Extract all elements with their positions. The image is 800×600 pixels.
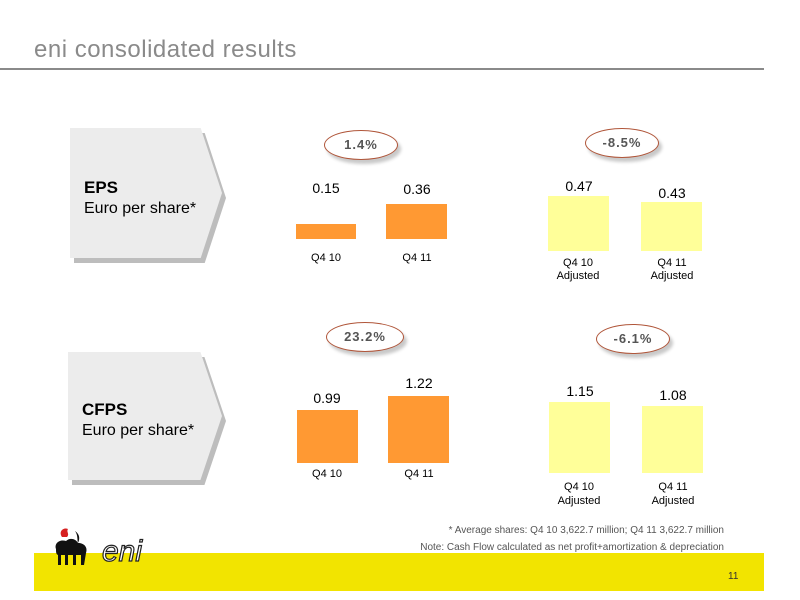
cfps-adj-q410-value: 1.15	[566, 383, 594, 399]
cfps-adj-q410-sub: Adjusted	[557, 495, 601, 507]
eps-adj-q411-sub: Adjusted	[650, 270, 694, 282]
eps-unit: Euro per share*	[84, 200, 197, 217]
cfps-adj-q410-bar	[549, 402, 610, 473]
cfps-q410-bar	[297, 410, 358, 463]
cfps-adj-q411-value: 1.08	[659, 387, 687, 403]
eps-adj-q410-label: Q4 10	[563, 257, 593, 269]
eps-adj-q411-bar	[641, 202, 702, 251]
eps-adj-q410-bar	[548, 196, 609, 251]
footnote-average-shares: * Average shares: Q4 10 3,622.7 million;…	[448, 525, 724, 536]
eps-q410-bar	[296, 224, 356, 239]
cfps-adj-q411-sub: Adjusted	[651, 495, 695, 507]
cfps-reported-change: 23.2%	[326, 322, 404, 352]
brand-wordmark: eni	[102, 535, 143, 568]
eps-adjusted-change: -8.5%	[585, 128, 659, 158]
eps-q411-label: Q4 11	[402, 252, 432, 264]
cfps-adj-q411-bar	[642, 406, 703, 473]
page-number: 11	[728, 571, 739, 582]
eps-label-arrow: EPS Euro per share*	[70, 128, 226, 263]
title-rule	[0, 68, 764, 70]
eps-adj-q410-value: 0.47	[565, 178, 593, 194]
cfps-adjusted-change: -6.1%	[596, 324, 670, 354]
eps-label: EPS	[84, 178, 119, 197]
eps-q410-value: 0.15	[312, 180, 340, 196]
eps-adj-q411-label: Q4 11	[657, 257, 687, 269]
cfps-q411-value: 1.22	[405, 375, 433, 391]
eps-adj-q411-value: 0.43	[658, 185, 686, 201]
eps-reported-change: 1.4%	[324, 130, 398, 160]
eps-q411-value: 0.36	[403, 181, 431, 197]
cfps-label: CFPS	[82, 400, 128, 419]
cfps-q410-label: Q4 10	[312, 468, 342, 480]
cfps-label-arrow: CFPS Euro per share*	[68, 352, 226, 485]
cfps-q411-label: Q4 11	[404, 468, 434, 480]
six-legged-dog-icon: eni	[55, 528, 144, 569]
eps-q410-label: Q4 10	[311, 252, 341, 264]
eni-logo: eni	[48, 525, 168, 580]
footnote-cash-flow: Note: Cash Flow calculated as net profit…	[420, 542, 724, 553]
eps-adj-q410-sub: Adjusted	[556, 270, 600, 282]
cfps-q410-value: 0.99	[313, 390, 341, 406]
cfps-adj-q410-label: Q4 10	[564, 481, 594, 493]
cfps-adj-q411-label: Q4 11	[658, 481, 688, 493]
footer-band	[34, 553, 764, 591]
slide-title: eni consolidated results	[34, 36, 297, 63]
cfps-q411-bar	[388, 396, 449, 463]
cfps-unit: Euro per share*	[82, 422, 195, 439]
eps-q411-bar	[386, 204, 447, 239]
